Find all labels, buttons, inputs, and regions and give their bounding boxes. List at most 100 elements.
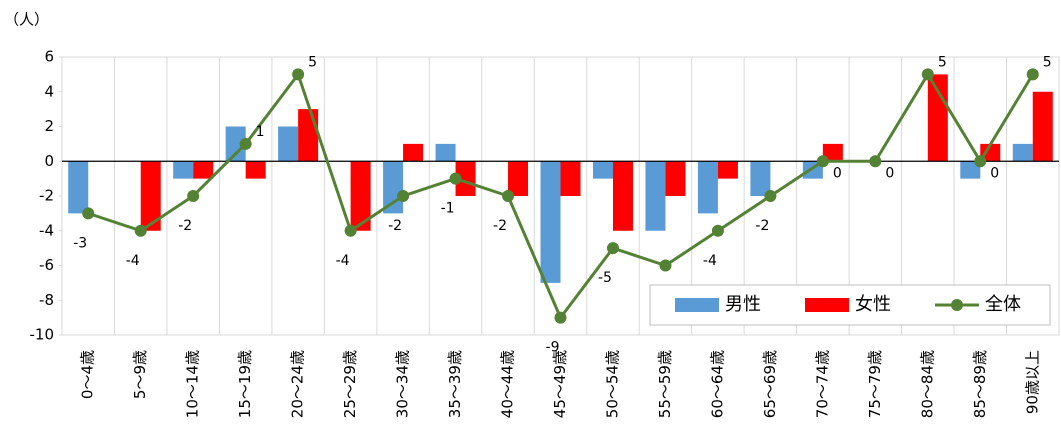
bar [1032,91,1053,162]
y-tick-label: 2 [44,117,54,135]
x-tick-label: 25～29歳 [341,350,359,418]
data-label: -4 [126,253,140,269]
line-point [344,224,357,237]
line-point [82,207,95,220]
y-tick-label: -4 [39,221,54,239]
y-axis-label: （人） [4,11,49,29]
line-point [554,311,567,324]
x-tick-label: 75～79歳 [866,350,884,418]
data-label: -9 [546,340,560,356]
line-point [974,155,987,168]
bar [697,161,718,214]
data-label: -2 [493,218,507,234]
data-label: -5 [598,270,612,286]
legend-marker [951,299,963,311]
legend-label: 男性 [725,294,761,315]
x-tick-label: 40～44歳 [499,350,517,418]
x-tick-label: 90歳以上 [1023,350,1041,414]
data-label: 0 [833,165,842,181]
bar [140,161,161,231]
bar [455,161,476,196]
data-label: -2 [755,218,769,234]
bar [298,109,319,162]
bar [245,161,266,179]
line-point [1026,68,1039,81]
bar [403,143,424,162]
data-label: -2 [388,218,402,234]
x-tick-label: 30～34歳 [394,350,412,418]
line-point [134,224,147,237]
x-tick-label: 5～9歳 [131,350,149,399]
y-tick-label: 0 [44,152,54,170]
data-label: -1 [441,201,455,217]
x-tick-label: 45～49歳 [551,350,569,418]
data-label: -3 [73,235,87,251]
bar [645,161,666,231]
bar [1012,143,1033,162]
bar [665,161,686,196]
bar [508,161,529,196]
data-label: 0 [990,165,999,181]
x-tick-label: 85～89歳 [971,350,989,418]
bar [717,161,738,179]
data-label: -2 [178,218,192,234]
line-point [292,68,305,81]
y-tick-label: -8 [39,291,54,309]
bar [278,126,299,162]
x-tick-label: 80～84歳 [918,350,936,418]
y-tick-label: -6 [39,256,54,274]
x-tick-label: 35～39歳 [446,350,464,418]
x-tick-label: 20～24歳 [289,350,307,418]
data-label: 0 [885,165,894,181]
bar [193,161,214,179]
line-point [606,242,619,255]
bar [750,161,771,196]
bar [540,161,561,283]
line-point [502,190,515,202]
legend-swatch [675,298,719,312]
x-tick-label: 15～19歳 [236,350,254,418]
bar [173,161,194,179]
bar [980,143,1001,162]
bar [927,74,948,162]
y-tick-label: 6 [44,48,54,66]
y-tick-label: -2 [39,187,54,205]
line-point [397,190,410,202]
bar [560,161,581,196]
x-tick-label: 70～74歳 [813,350,831,418]
data-label: -4 [336,253,350,269]
bar [612,161,633,231]
line-point [187,190,200,202]
bar [435,143,456,162]
line-point [869,155,882,168]
x-tick-label: 60～64歳 [708,350,726,418]
data-label: 5 [938,54,947,70]
line-point [659,259,672,272]
x-tick-label: 55～59歳 [656,350,674,418]
bar [960,161,981,179]
data-label: 5 [308,54,317,70]
bar [822,143,843,162]
line-point [449,172,462,185]
y-tick-label: 4 [44,82,54,100]
bar [225,126,246,162]
legend-label: 全体 [985,294,1021,315]
bar [350,161,371,231]
x-tick-label: 10～14歳 [184,350,202,418]
data-label: 5 [1043,54,1052,70]
line-point [921,68,934,81]
bar [592,161,613,179]
line-point [816,155,829,168]
line-point [764,190,777,202]
bar [68,161,89,214]
legend-swatch [805,298,849,312]
legend-label: 女性 [855,294,891,315]
x-tick-label: 0～4歳 [79,350,97,399]
line-point [239,137,252,150]
x-tick-label: 65～69歳 [761,350,779,418]
x-tick-label: 50～54歳 [603,350,621,418]
line-point [711,224,724,237]
data-label: -4 [703,253,717,269]
data-label: 1 [256,124,265,140]
